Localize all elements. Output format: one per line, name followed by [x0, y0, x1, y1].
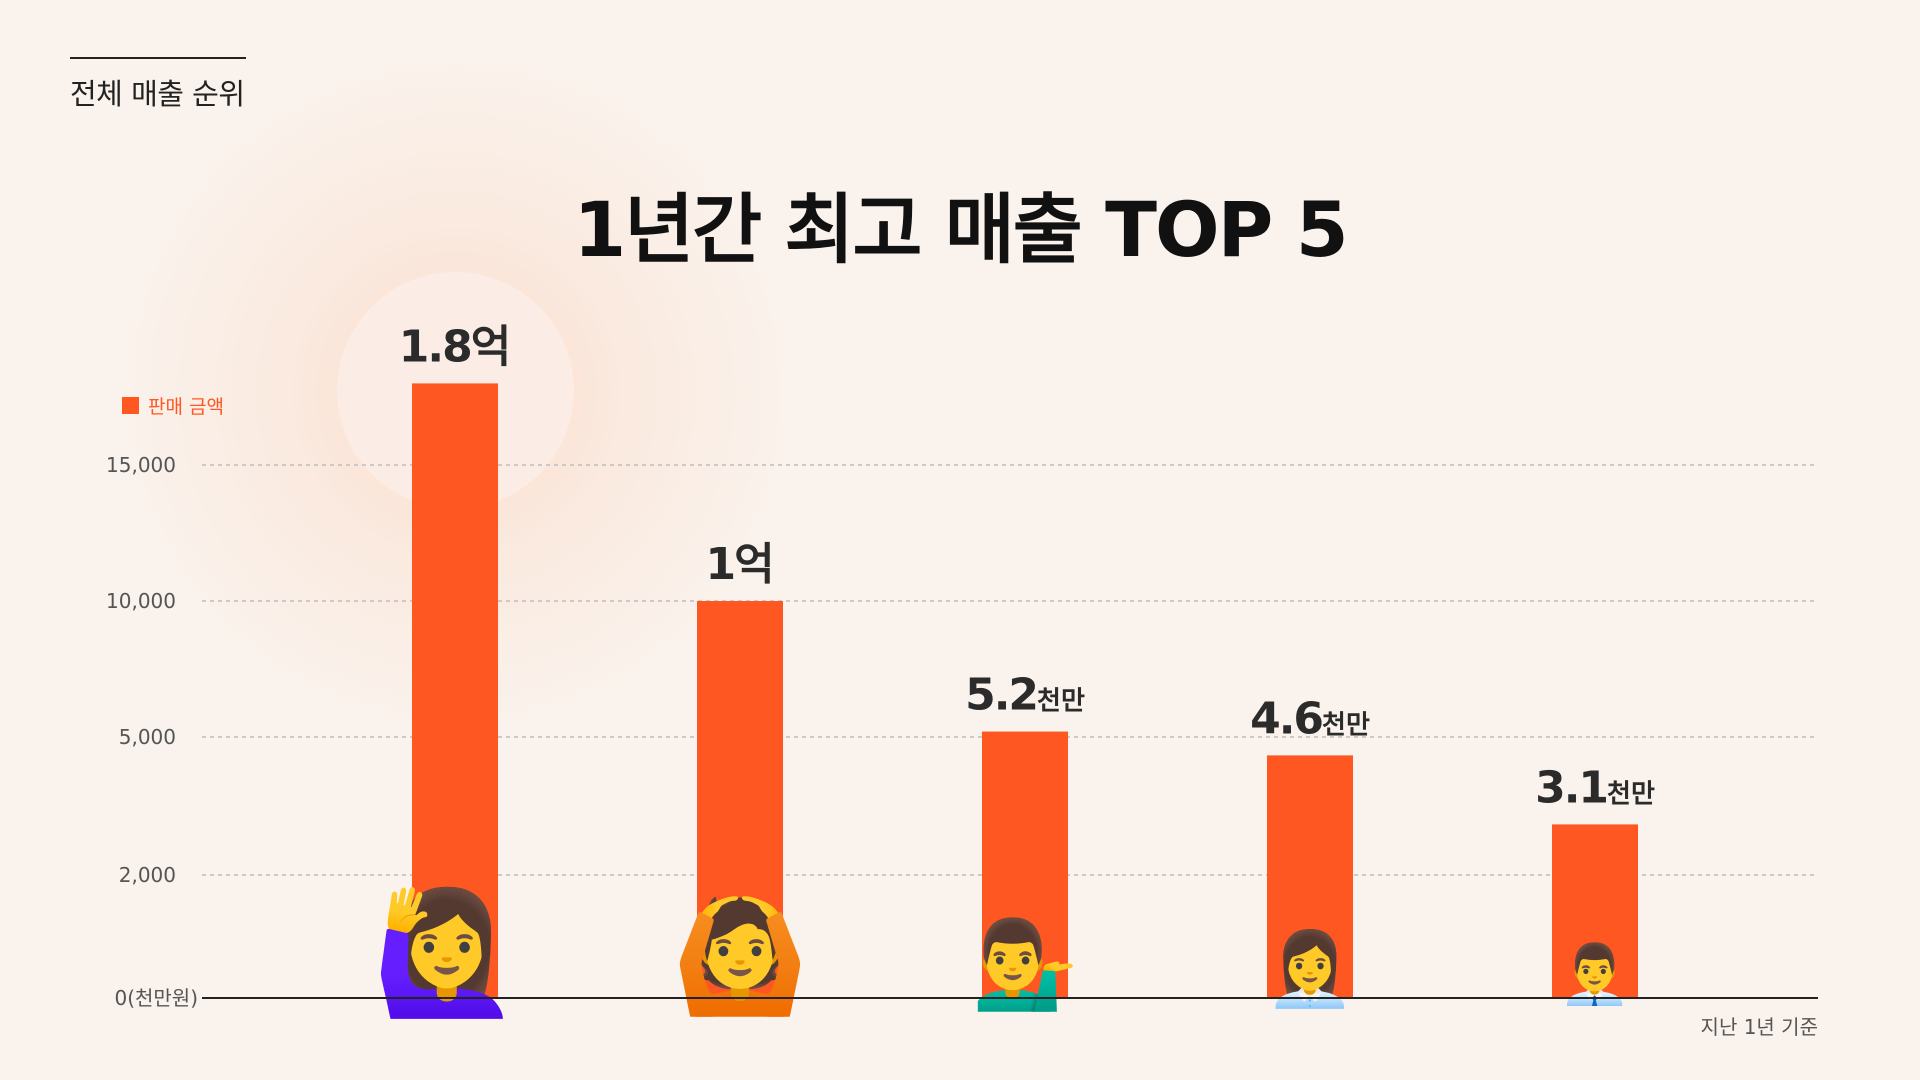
y-tick-label: 10,000 [106, 589, 176, 613]
man-tipping-hand-icon: 💁‍♂️ [971, 915, 1078, 1015]
chart-legend: 판매 금액 [122, 392, 224, 419]
bar [1552, 824, 1638, 998]
legend-label: 판매 금액 [148, 396, 224, 418]
page-title: 1년간 최고 매출 TOP 5 [573, 185, 1348, 274]
person-raising-hand-icon: 🙋‍♀️ [372, 884, 521, 1023]
y-tick-label: 5,000 [119, 725, 176, 749]
bar [697, 601, 783, 998]
data-label: 4.6천만 [1250, 693, 1370, 744]
data-label: 3.1천만 [1535, 762, 1655, 813]
data-label: 1.8억 [399, 321, 511, 372]
y-tick-label: 0(천만원) [114, 986, 198, 1010]
y-tick-label: 15,000 [106, 453, 176, 477]
bar [982, 731, 1068, 998]
man-office-worker-icon: 👨‍💼 [1559, 940, 1631, 1008]
y-tick-label: 2,000 [119, 863, 176, 887]
legend-swatch [122, 397, 139, 414]
bar [412, 383, 498, 998]
data-label: 5.2천만 [965, 670, 1085, 721]
bar [1267, 755, 1353, 998]
footnote: 지난 1년 기준 [1700, 1015, 1818, 1039]
section-label: 전체 매출 순위 [70, 57, 246, 113]
person-gesturing-ok-icon: 🙆 [672, 892, 809, 1020]
data-label: 1억 [705, 539, 774, 590]
